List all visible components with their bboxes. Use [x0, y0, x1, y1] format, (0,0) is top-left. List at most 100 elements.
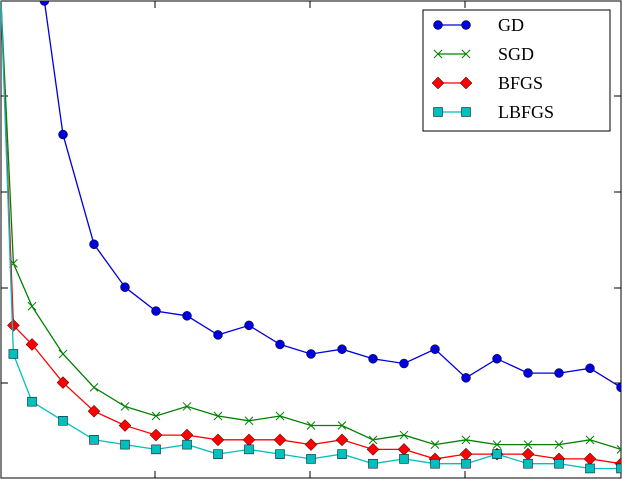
legend-label-gd: GD [498, 15, 524, 35]
legend-item-lbfgs: LBFGS [433, 102, 554, 122]
data-point-sgd [244, 416, 254, 426]
legend-marker-gd [433, 20, 443, 30]
data-point-sgd [27, 301, 37, 311]
data-point-sgd [306, 421, 316, 430]
legend: GD SGD BFGS LBFGS [422, 9, 611, 132]
data-point-sgd [89, 383, 99, 392]
data-point-bfgs [211, 433, 225, 447]
legend-label-lbfgs: LBFGS [498, 102, 554, 122]
legend-marker-sgd [461, 49, 471, 59]
series-gd [39, 1, 621, 393]
data-point-gd [213, 330, 223, 340]
data-point-lbfgs [399, 454, 409, 464]
data-point-bfgs [459, 447, 473, 461]
series-line-sgd [1, 1, 621, 451]
legend-box [422, 9, 611, 132]
series-sgd [1, 1, 621, 454]
data-point-gd [523, 368, 533, 378]
data-point-sgd [337, 421, 347, 430]
data-point-bfgs [335, 433, 349, 447]
data-point-gd [306, 349, 316, 359]
data-point-lbfgs [182, 439, 192, 450]
data-point-bfgs [273, 433, 287, 447]
data-point-lbfgs [523, 458, 533, 469]
data-point-sgd [430, 440, 440, 449]
data-point-bfgs [7, 319, 20, 332]
data-point-bfgs [149, 428, 163, 442]
data-point-bfgs [583, 452, 597, 466]
data-point-bfgs [118, 419, 132, 432]
data-point-sgd [151, 411, 161, 421]
data-point-gd [461, 373, 471, 383]
data-point-lbfgs [27, 396, 37, 407]
data-point-lbfgs [275, 449, 285, 459]
data-point-gd [337, 344, 347, 354]
data-point-lbfgs [58, 416, 68, 426]
data-point-gd [554, 368, 564, 378]
data-point-lbfgs [244, 444, 254, 455]
data-point-sgd [182, 402, 192, 411]
legend-marker-bfgs [431, 76, 445, 90]
legend-item-bfgs: BFGS [431, 73, 543, 93]
series-line-bfgs [1, 1, 621, 465]
data-point-bfgs [180, 428, 194, 442]
data-point-sgd [275, 411, 285, 421]
data-point-gd [182, 311, 192, 321]
data-point-gd [430, 344, 440, 354]
data-point-lbfgs [616, 463, 621, 474]
data-point-gd [120, 282, 130, 292]
data-point-sgd [120, 402, 130, 411]
data-point-sgd [461, 435, 471, 445]
legend-marker-gd [461, 20, 471, 30]
data-point-bfgs [366, 443, 380, 456]
data-point-sgd [492, 440, 502, 449]
data-point-bfgs [521, 447, 535, 461]
legend-marker-sgd [433, 49, 443, 59]
legend-marker-lbfgs [433, 107, 443, 117]
legend-marker-bfgs [459, 76, 473, 90]
data-point-bfgs [397, 443, 411, 456]
legend-label-sgd: SGD [498, 44, 534, 64]
data-point-lbfgs [213, 449, 223, 459]
series-line-lbfgs [1, 1, 621, 470]
data-point-gd [492, 354, 502, 364]
data-point-lbfgs [151, 444, 161, 455]
data-point-lbfgs [368, 458, 378, 469]
data-point-gd [616, 382, 621, 393]
data-point-lbfgs [430, 458, 440, 469]
series-line-gd [43, 1, 621, 388]
data-point-sgd [585, 435, 595, 445]
data-point-lbfgs [89, 435, 99, 445]
data-point-gd [275, 339, 285, 350]
data-point-gd [151, 306, 161, 316]
data-point-bfgs [242, 433, 256, 447]
data-point-gd [89, 239, 99, 250]
data-point-sgd [399, 430, 409, 440]
data-point-gd [368, 354, 378, 364]
data-point-sgd [58, 349, 68, 359]
legend-label-bfgs: BFGS [498, 73, 543, 93]
series-bfgs [1, 1, 621, 471]
data-point-lbfgs [461, 458, 471, 469]
data-point-gd [244, 320, 254, 331]
data-point-lbfgs [8, 349, 19, 359]
data-point-gd [58, 129, 68, 140]
data-point-lbfgs [120, 439, 130, 450]
data-point-sgd [554, 440, 564, 449]
legend-entries: GD SGD BFGS LBFGS [431, 15, 554, 122]
data-point-bfgs [304, 438, 318, 451]
data-point-sgd [213, 411, 223, 421]
data-point-bfgs [25, 338, 39, 351]
data-point-bfgs [87, 404, 101, 418]
data-point-lbfgs [585, 463, 595, 474]
data-point-gd [585, 363, 595, 374]
data-point-bfgs [56, 376, 70, 389]
legend-item-sgd: SGD [433, 44, 534, 64]
data-point-sgd [523, 440, 533, 449]
data-point-lbfgs [337, 449, 347, 459]
